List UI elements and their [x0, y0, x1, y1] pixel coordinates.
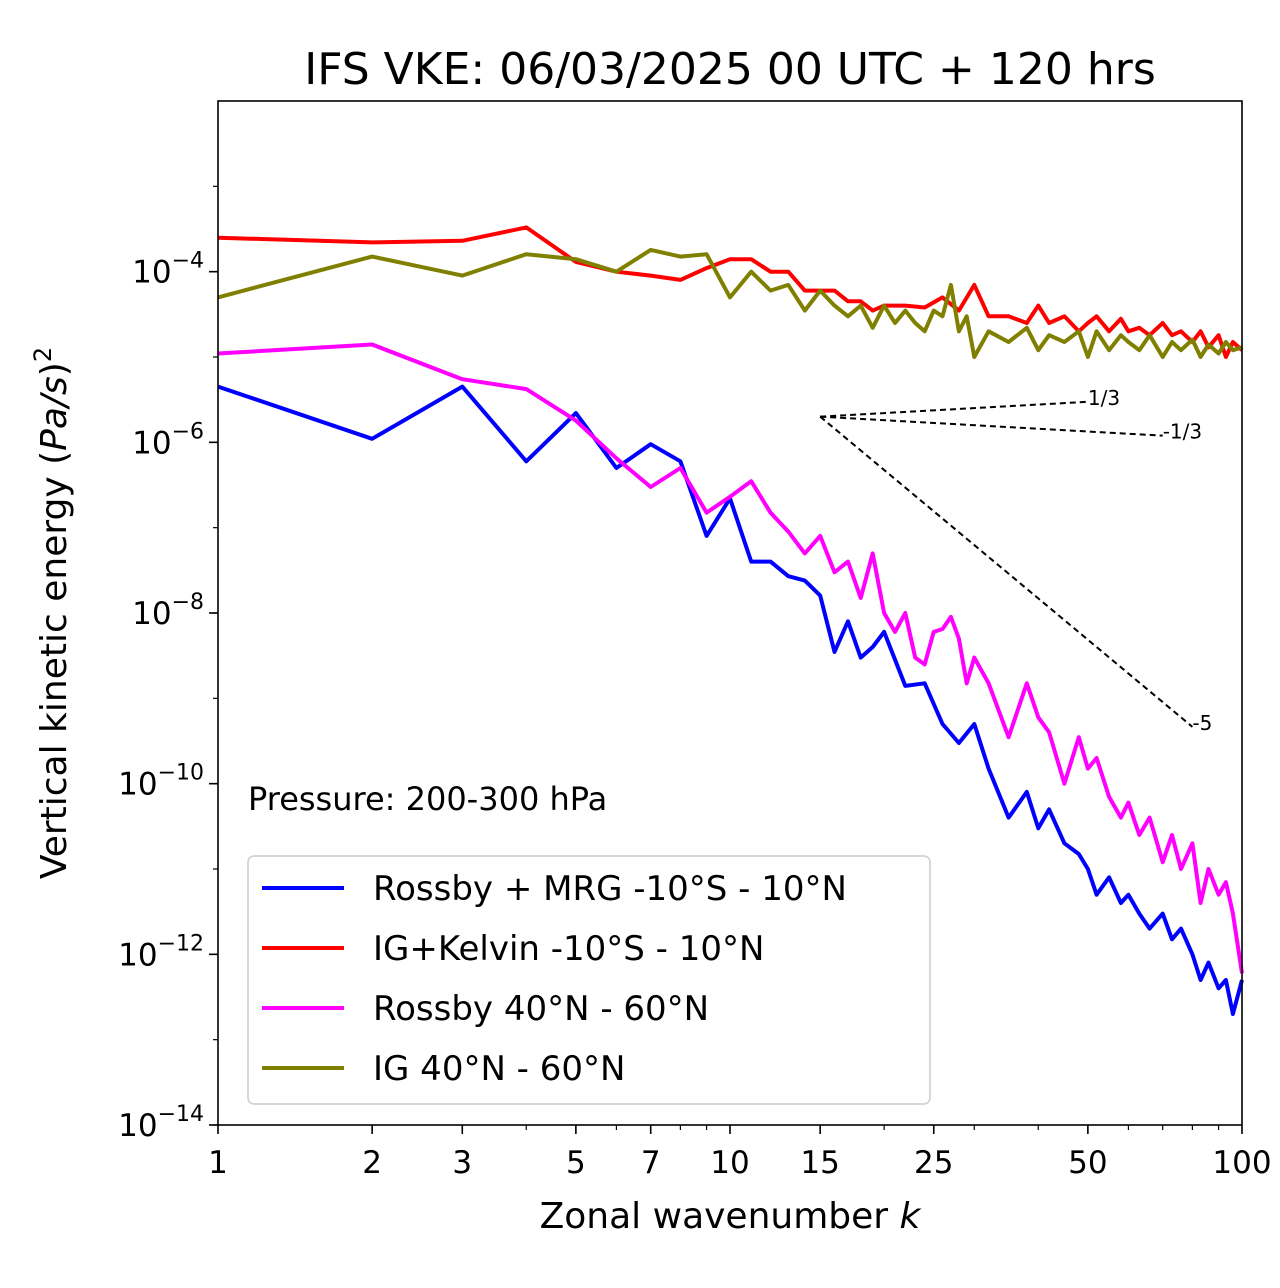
x-axis-label-variable: k — [900, 1196, 923, 1237]
pressure-annotation: Pressure: 200-300 hPa — [248, 780, 607, 818]
x-tick-label: 3 — [452, 1145, 472, 1181]
x-tick-label: 2 — [362, 1145, 382, 1181]
slope-line-3 — [819, 415, 1194, 728]
series-line-1 — [217, 384, 1244, 1016]
legend-label-2: IG+Kelvin -10°S - 10°N — [373, 929, 764, 969]
x-tick-label: 7 — [641, 1145, 661, 1181]
legend-label-4: IG 40°N - 60°N — [373, 1049, 625, 1089]
y-tick-label: 10−4 — [132, 249, 204, 291]
x-tick-label: 1 — [208, 1145, 228, 1181]
legend-box — [247, 855, 931, 1105]
x-tick-label: 100 — [1212, 1145, 1271, 1181]
legend: Rossby + MRG -10°S - 10°N IG+Kelvin -10°S… — [247, 855, 931, 1105]
reference-slopes: 1/3 -1/3 -5 — [819, 386, 1212, 735]
x-tick-label: 5 — [566, 1145, 586, 1181]
slope-line-1 — [820, 400, 1088, 418]
legend-items: Rossby + MRG -10°S - 10°N IG+Kelvin -10°S… — [262, 869, 847, 1089]
y-tick-label: 10−6 — [132, 419, 204, 461]
y-axis-label-close: ) — [34, 362, 75, 376]
x-axis-label-text: Zonal wavenumber — [540, 1196, 889, 1237]
y-tick-label: 10−8 — [132, 590, 204, 632]
slope-label-1: 1/3 — [1088, 386, 1120, 410]
x-tick-label: 25 — [914, 1145, 953, 1181]
y-axis-label-exponent: 2 — [29, 347, 57, 362]
series-line-3 — [217, 342, 1244, 974]
series-line-4 — [217, 247, 1243, 359]
y-axis-ticks: 10−14 10−12 10−10 10−8 10−6 10−4 — [118, 185, 218, 1144]
y-tick-label: 10−14 — [118, 1102, 204, 1144]
x-axis-ticks: 1 2 3 5 7 10 15 25 50 100 — [208, 1125, 1272, 1181]
slope-label-3: -5 — [1192, 711, 1212, 735]
x-tick-label: 50 — [1068, 1145, 1107, 1181]
y-axis-label-text: Vertical kinetic energy ( — [34, 451, 75, 879]
slope-label-2: -1/3 — [1163, 420, 1202, 444]
x-tick-label: 10 — [710, 1145, 749, 1181]
y-tick-label: 10−10 — [118, 761, 204, 803]
series-line-2 — [217, 225, 1244, 359]
x-axis-label: Zonal wavenumber k — [540, 1196, 923, 1237]
legend-label-3: Rossby 40°N - 60°N — [373, 989, 709, 1029]
y-axis-label-variable: Pa/s — [34, 376, 75, 451]
x-tick-label: 15 — [800, 1145, 839, 1181]
chart-title: IFS VKE: 06/03/2025 00 UTC + 120 hrs — [304, 44, 1156, 95]
series-layer — [217, 225, 1244, 1016]
legend-label-1: Rossby + MRG -10°S - 10°N — [373, 869, 847, 909]
slope-line-2 — [820, 415, 1163, 437]
y-axis-label: Vertical kinetic energy (Pa/s)2 — [29, 347, 75, 879]
y-tick-label: 10−12 — [118, 931, 204, 973]
